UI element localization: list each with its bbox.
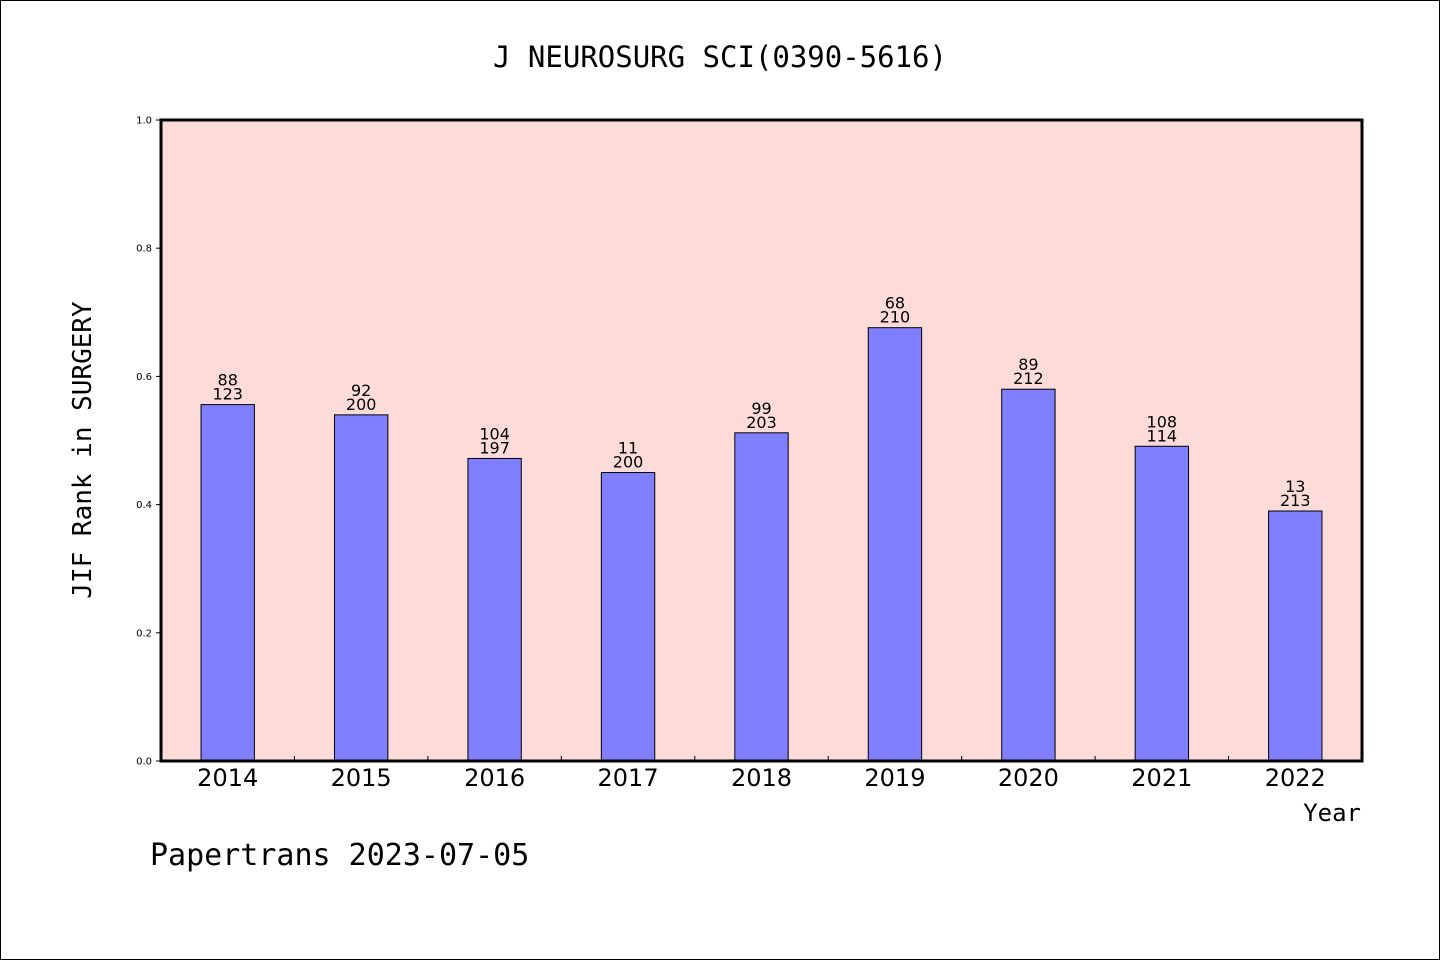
x-tick-label: 2018	[731, 764, 792, 792]
bar-rank-label: 68	[885, 294, 905, 313]
bar-2021	[1134, 445, 1190, 762]
bar-total-label: 197	[479, 438, 510, 457]
footer-credit: Papertrans 2023-07-05	[150, 838, 529, 873]
bar-2015	[333, 414, 389, 762]
bars-layer	[200, 327, 1323, 762]
bar-2014	[200, 404, 255, 762]
bar-rank-label: 92	[351, 381, 371, 400]
x-tick-label: 2017	[598, 764, 659, 792]
y-tick-label: 0.6	[136, 372, 152, 383]
bar-rank-label: 13	[1285, 477, 1305, 496]
x-tick-label: 2016	[464, 764, 525, 792]
bar-total-label: 203	[746, 413, 777, 432]
y-tick-label: 0.8	[136, 244, 152, 255]
bar-2018	[734, 432, 789, 762]
x-tick-label: 2022	[1265, 764, 1326, 792]
x-tick-label: 2021	[1131, 764, 1192, 792]
x-tick-label: 2020	[998, 764, 1059, 792]
bar-total-label: 210	[880, 308, 911, 327]
x-axis-label: Year	[1303, 799, 1361, 827]
bar-2022	[1268, 510, 1323, 762]
y-tick-label: 0.2	[136, 628, 152, 639]
bar-rank-label: 89	[1018, 355, 1038, 374]
y-axis-label: JIF Rank in SURGERY	[68, 301, 98, 599]
bar-2017	[600, 472, 656, 762]
bar-rank-label: 11	[618, 439, 638, 458]
y-tick-label: 1.0	[136, 116, 152, 127]
x-tick-label: 2019	[864, 764, 925, 792]
bar-rank-label: 108	[1147, 412, 1178, 431]
bar-2016	[467, 457, 522, 762]
bar-2020	[1001, 388, 1056, 762]
bar-rank-label: 88	[218, 371, 238, 390]
bar-total-label: 212	[1013, 369, 1044, 388]
bar-rank-label: 104	[479, 424, 510, 443]
bar-total-label: 123	[212, 385, 243, 404]
x-axis-ticks: 2014 2015 2016 2017 2018 2019 2020 2021 2022	[197, 756, 1326, 792]
bar-total-label: 200	[613, 453, 644, 472]
plot-frame	[159, 118, 1364, 763]
x-tick-label: 2014	[197, 764, 258, 792]
bar-2019	[867, 327, 923, 762]
bar-total-label: 213	[1280, 491, 1311, 510]
bar-rank-label: 99	[751, 399, 771, 418]
chart-title: J NEUROSURG SCI(0390-5616)	[493, 40, 947, 74]
y-tick-label: 0.4	[136, 500, 152, 511]
bar-total-label: 200	[346, 395, 377, 414]
y-axis-ticks: 0.0 0.2 0.4 0.6 0.8 1.0	[136, 116, 161, 768]
y-tick-label: 0.0	[136, 757, 152, 768]
bar-total-label: 114	[1147, 426, 1178, 445]
x-tick-label: 2015	[331, 764, 392, 792]
